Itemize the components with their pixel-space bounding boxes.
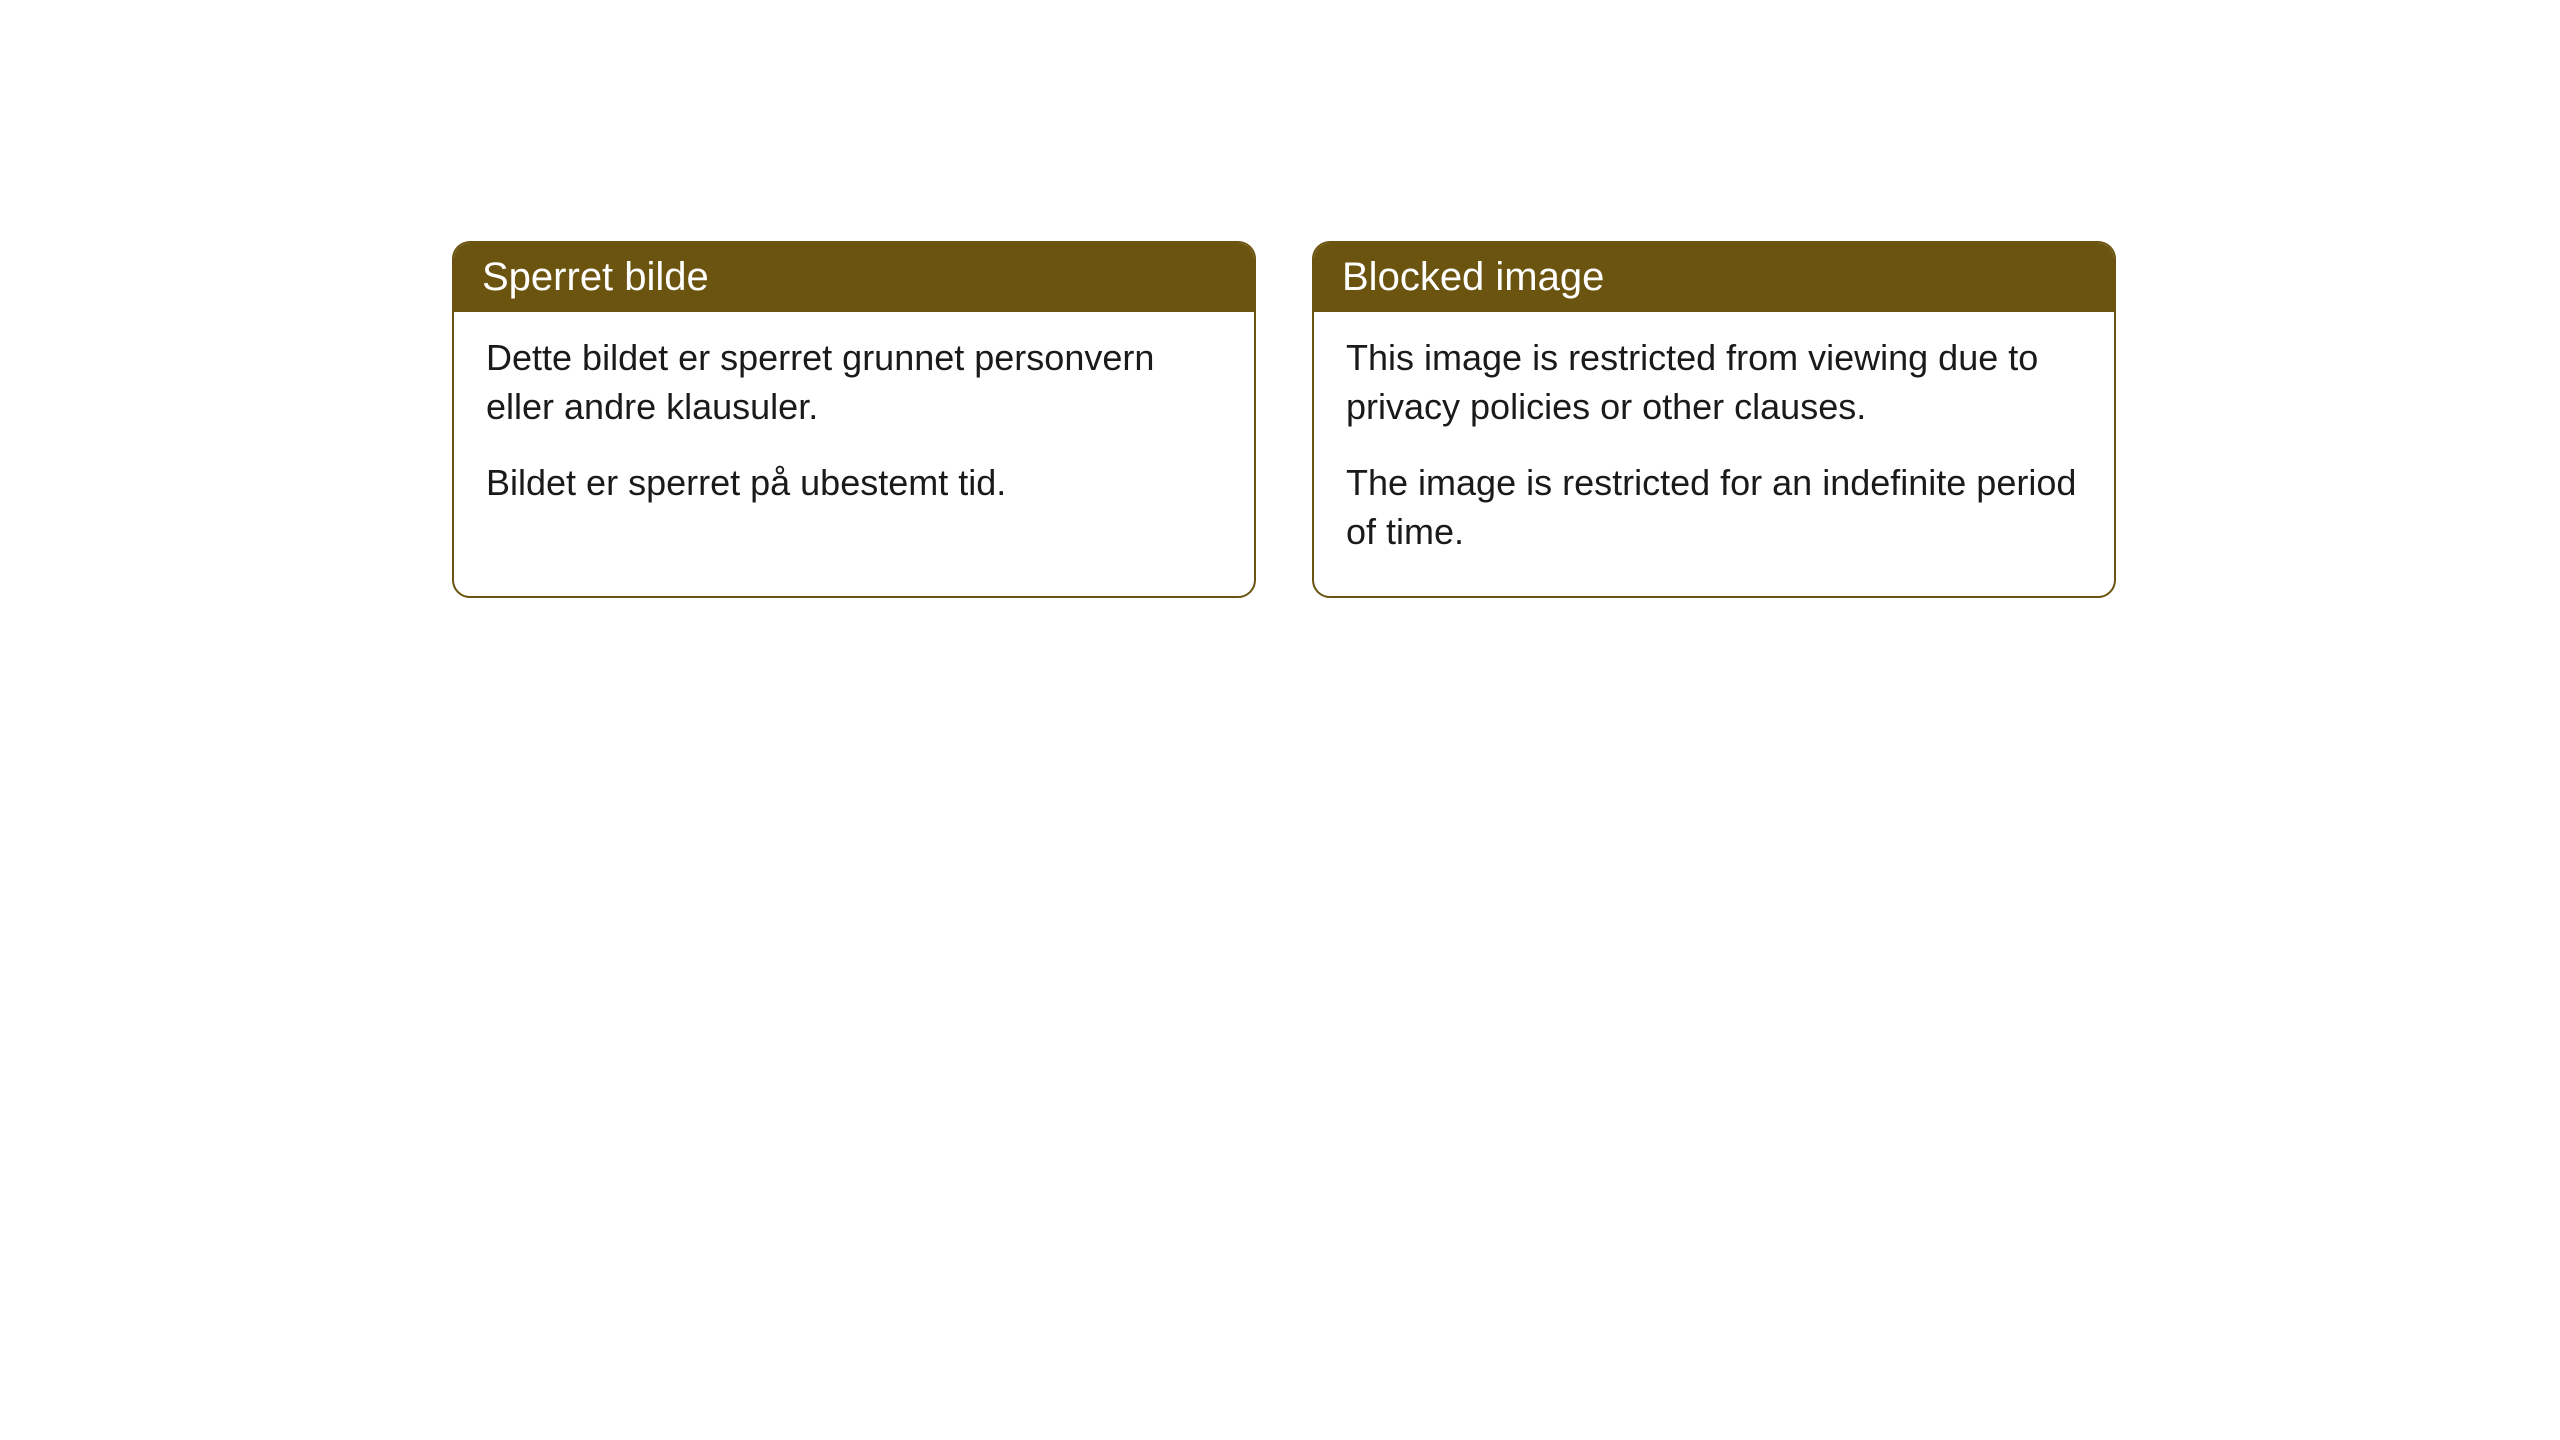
card-header-norwegian: Sperret bilde (454, 243, 1254, 312)
notice-cards-container: Sperret bilde Dette bildet er sperret gr… (452, 241, 2116, 598)
blocked-image-card-english: Blocked image This image is restricted f… (1312, 241, 2116, 598)
card-body-english: This image is restricted from viewing du… (1314, 312, 2114, 596)
card-paragraph-1: This image is restricted from viewing du… (1346, 334, 2082, 431)
card-body-norwegian: Dette bildet er sperret grunnet personve… (454, 312, 1254, 548)
card-paragraph-1: Dette bildet er sperret grunnet personve… (486, 334, 1222, 431)
card-paragraph-2: Bildet er sperret på ubestemt tid. (486, 459, 1222, 508)
card-header-english: Blocked image (1314, 243, 2114, 312)
card-paragraph-2: The image is restricted for an indefinit… (1346, 459, 2082, 556)
blocked-image-card-norwegian: Sperret bilde Dette bildet er sperret gr… (452, 241, 1256, 598)
